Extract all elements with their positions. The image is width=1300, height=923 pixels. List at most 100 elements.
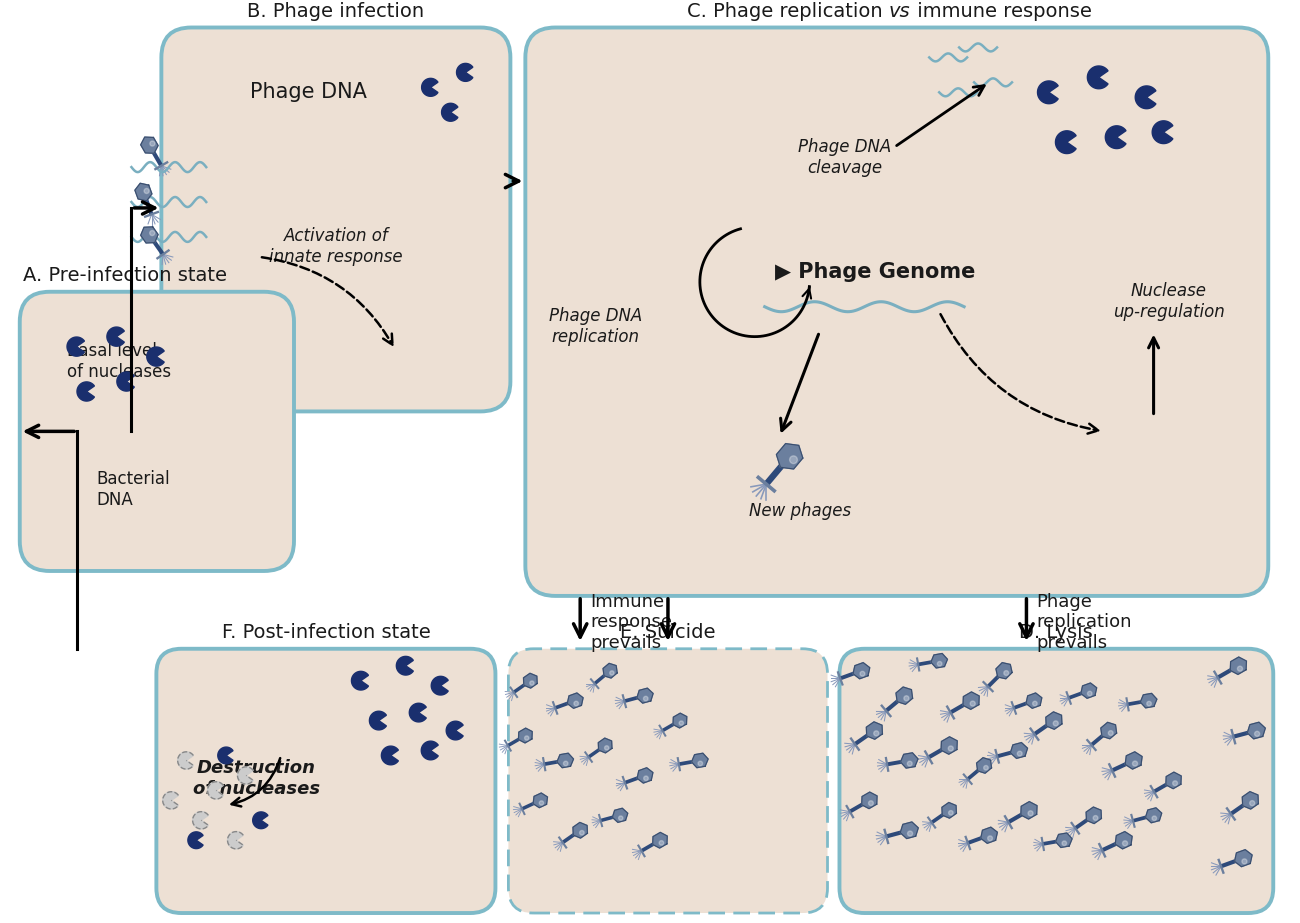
Text: vs: vs	[889, 2, 910, 21]
Text: Bacterial
DNA: Bacterial DNA	[96, 470, 170, 509]
Circle shape	[937, 662, 942, 666]
Polygon shape	[1056, 833, 1072, 847]
Polygon shape	[866, 722, 883, 739]
Polygon shape	[1045, 712, 1062, 729]
Polygon shape	[208, 782, 224, 799]
Circle shape	[1242, 858, 1247, 864]
Text: ▶ Phage Genome: ▶ Phage Genome	[775, 262, 975, 282]
Polygon shape	[963, 692, 979, 709]
Polygon shape	[421, 741, 438, 760]
Circle shape	[970, 701, 975, 706]
Circle shape	[1147, 701, 1152, 706]
Polygon shape	[901, 753, 918, 768]
Polygon shape	[381, 746, 398, 765]
Polygon shape	[519, 728, 532, 743]
Polygon shape	[556, 753, 573, 768]
Text: F. Post-infection state: F. Post-infection state	[221, 623, 430, 642]
Text: D. Lysis: D. Lysis	[1019, 623, 1093, 642]
Circle shape	[604, 746, 608, 750]
Polygon shape	[931, 653, 948, 668]
Circle shape	[1249, 800, 1254, 806]
Polygon shape	[1145, 808, 1162, 822]
Text: Activation of
innate response: Activation of innate response	[269, 227, 403, 267]
Circle shape	[874, 731, 879, 736]
Polygon shape	[107, 327, 125, 346]
Polygon shape	[567, 693, 584, 708]
Circle shape	[861, 671, 864, 677]
Circle shape	[1122, 841, 1127, 845]
Polygon shape	[637, 689, 653, 703]
Circle shape	[1173, 781, 1178, 785]
Circle shape	[868, 801, 874, 806]
Text: E. Suicide: E. Suicide	[620, 623, 716, 642]
Polygon shape	[178, 752, 194, 769]
Polygon shape	[896, 687, 913, 704]
Circle shape	[1093, 816, 1098, 821]
Text: Phage DNA
cleavage: Phage DNA cleavage	[798, 138, 890, 176]
Circle shape	[619, 816, 623, 821]
Polygon shape	[188, 832, 203, 848]
Circle shape	[949, 810, 953, 815]
Polygon shape	[637, 768, 653, 783]
Circle shape	[1254, 731, 1260, 737]
Polygon shape	[1115, 832, 1132, 849]
Polygon shape	[1243, 792, 1258, 809]
Circle shape	[573, 701, 578, 706]
Polygon shape	[1101, 723, 1117, 738]
Text: C. Phage replication: C. Phage replication	[686, 2, 889, 21]
Polygon shape	[1056, 131, 1076, 153]
Polygon shape	[162, 792, 178, 809]
Text: Phage DNA
replication: Phage DNA replication	[549, 307, 642, 346]
Text: B. Phage infection: B. Phage infection	[247, 2, 424, 21]
Polygon shape	[442, 103, 458, 121]
Polygon shape	[603, 664, 618, 678]
Polygon shape	[1166, 773, 1182, 788]
FancyBboxPatch shape	[156, 649, 495, 913]
Polygon shape	[218, 747, 233, 764]
Text: Basal level
of nucleases: Basal level of nucleases	[66, 342, 170, 381]
Circle shape	[907, 831, 913, 836]
Circle shape	[789, 456, 797, 463]
Circle shape	[679, 721, 684, 725]
Circle shape	[1152, 816, 1157, 821]
Circle shape	[150, 231, 155, 235]
Polygon shape	[1037, 81, 1058, 103]
Polygon shape	[1087, 66, 1108, 89]
Polygon shape	[1230, 657, 1247, 675]
FancyBboxPatch shape	[161, 28, 511, 412]
Polygon shape	[853, 663, 870, 678]
Circle shape	[1062, 841, 1066, 845]
Circle shape	[1088, 691, 1092, 696]
Polygon shape	[653, 833, 667, 848]
Polygon shape	[1135, 86, 1156, 109]
Text: A. Pre-infection state: A. Pre-infection state	[23, 267, 226, 285]
Circle shape	[1032, 701, 1037, 706]
Polygon shape	[1026, 693, 1041, 708]
Polygon shape	[692, 753, 708, 768]
Circle shape	[1028, 810, 1034, 816]
Circle shape	[144, 188, 150, 194]
Polygon shape	[1010, 743, 1027, 759]
Polygon shape	[901, 822, 918, 839]
Polygon shape	[396, 656, 413, 675]
Polygon shape	[227, 832, 243, 849]
Polygon shape	[942, 802, 957, 818]
Text: New phages: New phages	[749, 502, 850, 521]
Polygon shape	[598, 738, 612, 753]
FancyBboxPatch shape	[20, 292, 294, 571]
Polygon shape	[673, 713, 686, 728]
Circle shape	[988, 836, 992, 841]
Circle shape	[580, 831, 584, 835]
Polygon shape	[573, 822, 588, 838]
Polygon shape	[446, 721, 463, 740]
Circle shape	[1018, 751, 1022, 756]
Polygon shape	[1086, 807, 1101, 823]
Polygon shape	[996, 663, 1013, 678]
Circle shape	[150, 141, 155, 146]
Text: Phage DNA: Phage DNA	[250, 82, 367, 102]
Polygon shape	[77, 382, 95, 402]
Text: Destruction
of nucleases: Destruction of nucleases	[192, 759, 320, 797]
Polygon shape	[369, 712, 386, 730]
Polygon shape	[524, 673, 537, 688]
Circle shape	[1238, 666, 1243, 671]
